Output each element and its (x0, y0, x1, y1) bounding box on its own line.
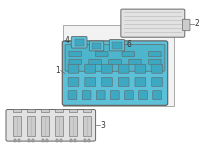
Bar (32, 139, 34, 142)
FancyBboxPatch shape (85, 64, 96, 73)
FancyBboxPatch shape (135, 64, 146, 73)
FancyBboxPatch shape (89, 59, 101, 65)
Bar (55, 116, 63, 136)
Bar (18, 139, 20, 142)
FancyBboxPatch shape (149, 51, 161, 57)
Bar (63, 25, 174, 106)
FancyBboxPatch shape (121, 9, 185, 37)
Bar (74, 139, 76, 142)
FancyBboxPatch shape (135, 77, 146, 86)
FancyBboxPatch shape (110, 91, 119, 100)
FancyBboxPatch shape (102, 64, 112, 73)
Bar (92, 43, 101, 49)
Bar (27, 116, 35, 136)
FancyBboxPatch shape (89, 41, 104, 51)
Bar (69, 109, 77, 112)
Bar (112, 42, 122, 49)
Bar (28, 139, 30, 142)
Bar (55, 109, 63, 112)
FancyBboxPatch shape (152, 64, 162, 73)
Bar (75, 39, 84, 46)
FancyBboxPatch shape (109, 40, 125, 51)
FancyBboxPatch shape (6, 110, 96, 141)
Bar (88, 139, 90, 142)
Bar (14, 139, 16, 142)
FancyBboxPatch shape (109, 59, 121, 65)
FancyBboxPatch shape (96, 91, 105, 100)
FancyBboxPatch shape (68, 91, 77, 100)
Text: 6: 6 (126, 40, 131, 49)
Text: 3: 3 (101, 121, 105, 130)
FancyBboxPatch shape (152, 77, 162, 86)
Text: 4: 4 (64, 36, 69, 45)
Bar (83, 116, 91, 136)
FancyBboxPatch shape (139, 91, 147, 100)
Bar (70, 139, 72, 142)
Text: 2: 2 (194, 19, 199, 28)
FancyBboxPatch shape (129, 59, 141, 65)
FancyBboxPatch shape (122, 51, 135, 57)
FancyBboxPatch shape (125, 91, 133, 100)
FancyBboxPatch shape (102, 77, 112, 86)
FancyBboxPatch shape (95, 51, 108, 57)
FancyBboxPatch shape (69, 51, 81, 57)
FancyBboxPatch shape (71, 36, 87, 48)
FancyBboxPatch shape (118, 64, 129, 73)
Text: 1: 1 (55, 66, 60, 75)
Bar (42, 139, 44, 142)
FancyBboxPatch shape (82, 91, 91, 100)
Bar (84, 139, 86, 142)
Bar (13, 109, 21, 112)
Bar (83, 109, 91, 112)
FancyBboxPatch shape (149, 59, 161, 65)
Bar (60, 139, 62, 142)
FancyBboxPatch shape (118, 77, 129, 86)
Bar (56, 139, 58, 142)
Bar (41, 116, 49, 136)
Bar (41, 109, 49, 112)
FancyBboxPatch shape (85, 77, 96, 86)
FancyBboxPatch shape (182, 19, 190, 31)
Text: 5: 5 (82, 40, 87, 49)
Bar (13, 116, 21, 136)
Bar (69, 116, 77, 136)
FancyBboxPatch shape (68, 64, 79, 73)
FancyBboxPatch shape (153, 91, 161, 100)
FancyBboxPatch shape (68, 77, 79, 86)
Bar (46, 139, 48, 142)
FancyBboxPatch shape (69, 59, 81, 65)
FancyBboxPatch shape (62, 41, 168, 105)
FancyBboxPatch shape (65, 45, 165, 71)
Bar (27, 109, 35, 112)
